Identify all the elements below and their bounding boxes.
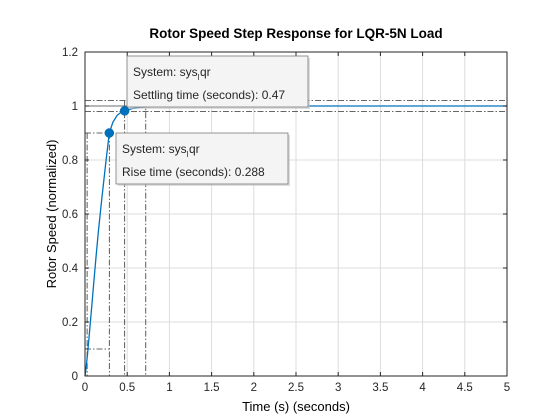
y-tick-label: 0.8 [62,155,78,167]
datatip-marker [104,128,115,138]
chart-title: Rotor Speed Step Response for LQR-5N Loa… [149,26,442,41]
x-tick-label: 4 [419,382,426,394]
y-axis-label: Rotor Speed (normalized) [44,140,59,289]
datatip-system-label: System: sys [133,65,198,79]
x-tick-label: 0 [82,382,88,394]
y-tick-label: 0.4 [62,263,79,275]
datatip-box [126,55,309,108]
datatip-system-suffix: qr [189,142,200,156]
x-tick-label: 5 [504,382,510,394]
datatip: System: sys l qr Settling time (seconds): 0… [119,55,310,116]
y-tick-label: 0.6 [62,209,78,221]
datatip-box [115,132,289,185]
y-tick-label: 1.2 [62,47,78,59]
x-axis-label: Time (s) (seconds) [242,399,350,414]
x-tick-label: 3.5 [372,382,388,394]
x-tick-label: 1 [166,382,172,394]
datatip-system-suffix: qr [200,65,211,79]
x-tick-label: 2 [251,382,257,394]
datatip-metric-label: Rise time (seconds): 0.288 [122,165,265,179]
datatip: System: sys l qr Rise time (seconds): 0.288 [104,128,290,186]
datatip-system-label: System: sys [122,142,187,156]
x-tick-label: 2.5 [288,382,304,394]
y-tick-label: 1 [72,101,78,113]
datatip-system-subscript: l [187,150,189,159]
datatip-marker [119,106,130,116]
x-tick-label: 0.5 [119,382,135,394]
y-tick-label: 0.2 [62,317,78,329]
datatip-system-subscript: l [198,73,200,82]
y-tick-label: 0 [72,371,78,383]
x-tick-label: 1.5 [204,382,220,394]
x-tick-label: 4.5 [457,382,473,394]
x-tick-label: 3 [335,382,341,394]
ticks: 0 0.5 1 1.5 2 2.5 3 3.5 4 4.5 5 0 0.2 0.4 0.6 0.8 1 1.2 [62,47,510,394]
datatip-metric-label: Settling time (seconds): 0.47 [133,88,285,102]
